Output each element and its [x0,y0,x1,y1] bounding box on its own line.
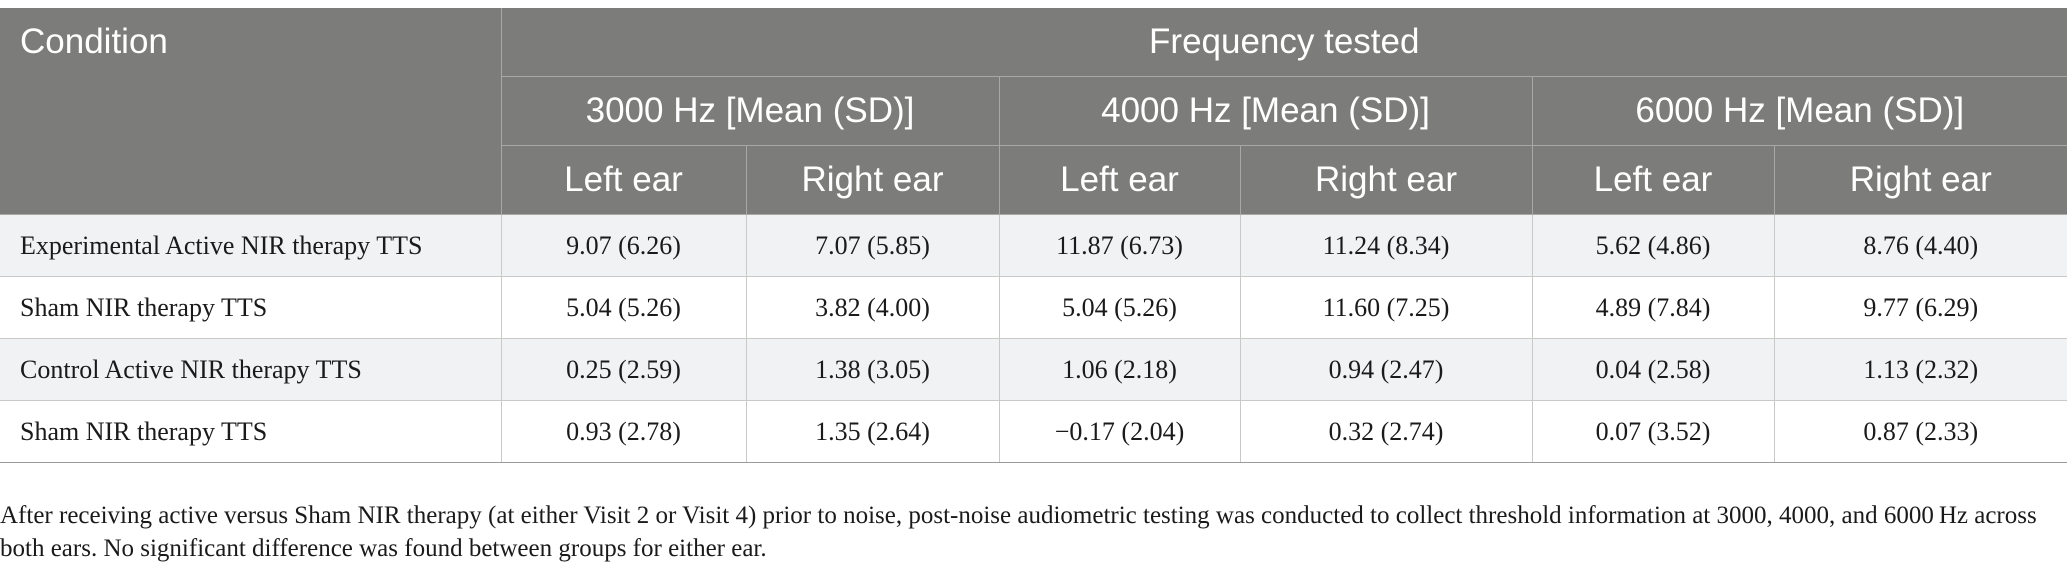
value-cell: 0.04 (2.58) [1531,338,1774,401]
header-row-frequency: 3000 Hz [Mean (SD)] 4000 Hz [Mean (SD)] … [0,76,2067,146]
condition-column-header: Condition [0,8,501,215]
value-cell: 9.77 (6.29) [1773,276,2067,339]
value-cell: 4.89 (7.84) [1531,276,1774,339]
table-row: Experimental Active NIR therapy TTS 9.07… [0,214,2067,277]
table-footnote: After receiving active versus Sham NIR t… [0,502,2037,562]
ear-header-4000-right: Right ear [1239,145,1532,215]
table-row: Sham NIR therapy TTS 5.04 (5.26) 3.82 (4… [0,276,2067,339]
condition-cell: Control Active NIR therapy TTS [0,338,501,401]
ear-header-3000-right: Right ear [745,145,999,215]
ear-header-6000-right: Right ear [1773,145,2067,215]
ear-header-4000-left: Left ear [998,145,1240,215]
results-table-container: Condition Frequency tested 3000 Hz [Mean… [0,8,2067,463]
value-cell: 0.87 (2.33) [1773,400,2067,463]
value-cell: 7.07 (5.85) [745,214,999,277]
value-cell: 0.25 (2.59) [500,338,746,401]
ear-header-6000-left: Left ear [1531,145,1774,215]
value-cell: 1.06 (2.18) [998,338,1240,401]
value-cell: 11.87 (6.73) [998,214,1240,277]
results-table: Condition Frequency tested 3000 Hz [Mean… [0,8,2067,463]
condition-cell: Experimental Active NIR therapy TTS [0,214,501,277]
value-cell: 5.04 (5.26) [500,276,746,339]
frequency-3000-header: 3000 Hz [Mean (SD)] [500,76,999,146]
value-cell: 5.04 (5.26) [998,276,1240,339]
value-cell: 0.94 (2.47) [1239,338,1532,401]
value-cell: −0.17 (2.04) [998,400,1240,463]
table-header: Condition Frequency tested 3000 Hz [Mean… [0,8,2067,215]
header-row-ears: Left ear Right ear Left ear Right ear Le… [0,145,2067,215]
value-cell: 11.24 (8.34) [1239,214,1532,277]
table-body: Experimental Active NIR therapy TTS 9.07… [0,214,2067,463]
value-cell: 1.38 (3.05) [745,338,999,401]
ear-header-3000-left: Left ear [500,145,746,215]
value-cell: 0.32 (2.74) [1239,400,1532,463]
frequency-6000-header: 6000 Hz [Mean (SD)] [1531,76,2067,146]
table-row: Control Active NIR therapy TTS 0.25 (2.5… [0,338,2067,401]
condition-cell: Sham NIR therapy TTS [0,400,501,463]
frequency-tested-header: Frequency tested [500,8,2067,77]
value-cell: 8.76 (4.40) [1773,214,2067,277]
value-cell: 11.60 (7.25) [1239,276,1532,339]
condition-cell: Sham NIR therapy TTS [0,276,501,339]
header-row-top: Condition Frequency tested [0,8,2067,215]
value-cell: 5.62 (4.86) [1531,214,1774,277]
value-cell: 0.93 (2.78) [500,400,746,463]
value-cell: 0.07 (3.52) [1531,400,1774,463]
value-cell: 1.35 (2.64) [745,400,999,463]
value-cell: 1.13 (2.32) [1773,338,2067,401]
value-cell: 3.82 (4.00) [745,276,999,339]
value-cell: 9.07 (6.26) [500,214,746,277]
frequency-4000-header: 4000 Hz [Mean (SD)] [998,76,1532,146]
table-row: Sham NIR therapy TTS 0.93 (2.78) 1.35 (2… [0,400,2067,463]
